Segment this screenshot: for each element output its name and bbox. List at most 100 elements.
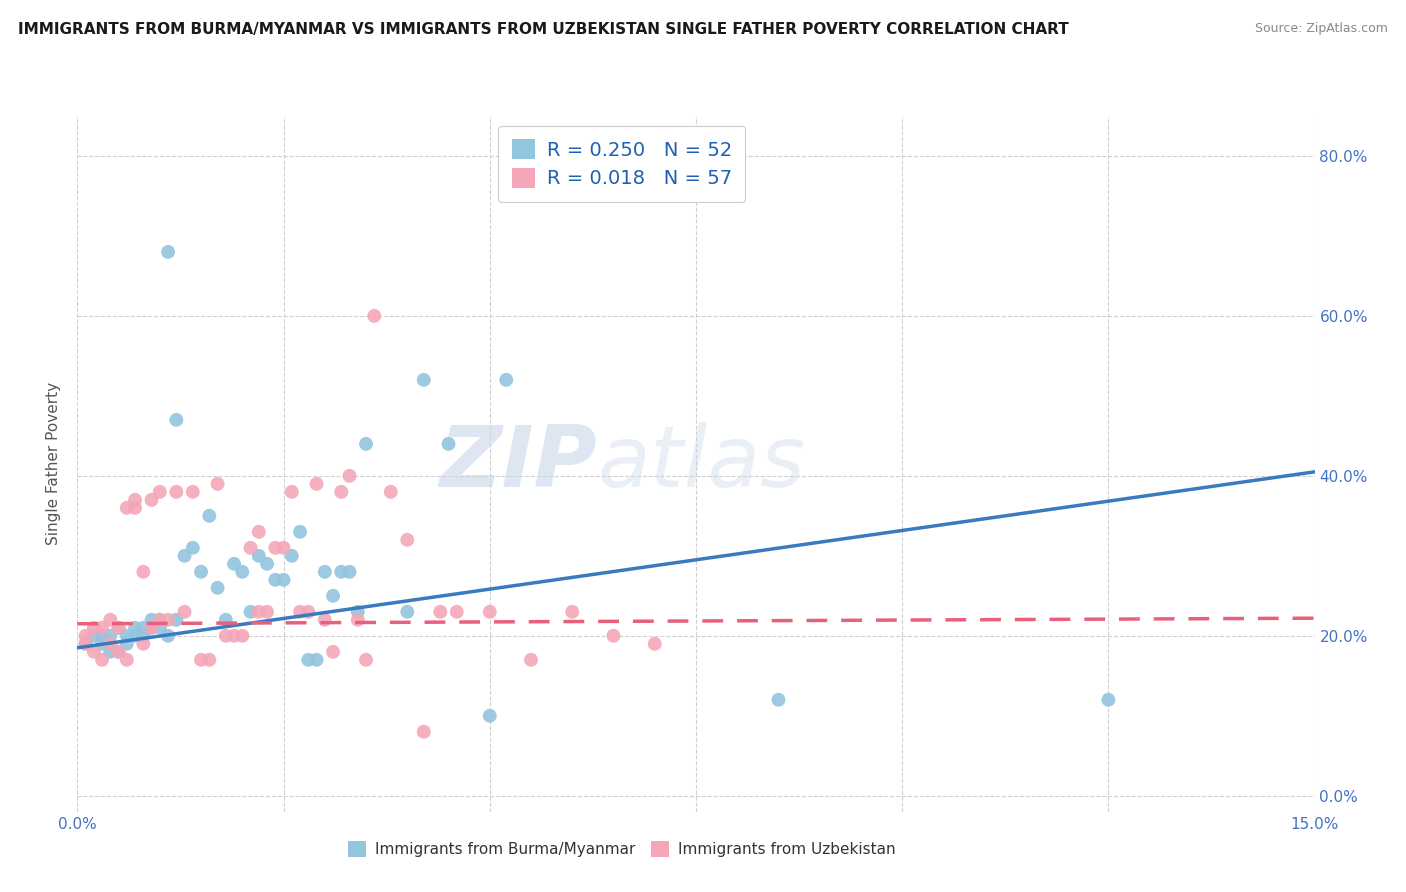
Point xyxy=(165,413,187,427)
Point xyxy=(314,613,336,627)
Point xyxy=(495,373,517,387)
Point xyxy=(297,653,319,667)
Point xyxy=(124,500,146,515)
Point xyxy=(346,605,368,619)
Point xyxy=(124,621,146,635)
Point xyxy=(314,565,336,579)
Point xyxy=(396,605,419,619)
Point xyxy=(91,637,114,651)
Point xyxy=(165,484,187,499)
Point xyxy=(288,524,311,539)
Point xyxy=(354,437,377,451)
Point xyxy=(107,621,129,635)
Point xyxy=(396,533,419,547)
Point xyxy=(602,629,624,643)
Point xyxy=(173,549,195,563)
Point xyxy=(157,629,180,643)
Point xyxy=(281,549,304,563)
Point xyxy=(207,476,229,491)
Point xyxy=(380,484,402,499)
Point xyxy=(215,629,238,643)
Point xyxy=(149,613,172,627)
Point xyxy=(281,484,304,499)
Y-axis label: Single Father Poverty: Single Father Poverty xyxy=(46,383,62,545)
Point xyxy=(256,557,278,571)
Text: IMMIGRANTS FROM BURMA/MYANMAR VS IMMIGRANTS FROM UZBEKISTAN SINGLE FATHER POVERT: IMMIGRANTS FROM BURMA/MYANMAR VS IMMIGRA… xyxy=(18,22,1069,37)
Point xyxy=(132,629,155,643)
Point xyxy=(1097,692,1119,706)
Point xyxy=(75,629,97,643)
Text: ZIP: ZIP xyxy=(439,422,598,506)
Point xyxy=(173,605,195,619)
Point xyxy=(124,629,146,643)
Point xyxy=(273,541,295,555)
Point xyxy=(141,492,163,507)
Point xyxy=(124,492,146,507)
Point xyxy=(322,645,344,659)
Point xyxy=(644,637,666,651)
Point xyxy=(520,653,543,667)
Point xyxy=(165,613,187,627)
Point xyxy=(98,637,121,651)
Point xyxy=(264,541,287,555)
Point xyxy=(339,468,361,483)
Point xyxy=(412,724,434,739)
Point xyxy=(141,621,163,635)
Point xyxy=(215,613,238,627)
Point xyxy=(115,500,138,515)
Point xyxy=(247,549,270,563)
Point xyxy=(141,613,163,627)
Point xyxy=(363,309,385,323)
Point xyxy=(412,373,434,387)
Point xyxy=(305,653,328,667)
Legend: Immigrants from Burma/Myanmar, Immigrants from Uzbekistan: Immigrants from Burma/Myanmar, Immigrant… xyxy=(342,835,903,863)
Point xyxy=(768,692,790,706)
Point xyxy=(256,605,278,619)
Point xyxy=(132,621,155,635)
Point xyxy=(75,637,97,651)
Point xyxy=(354,653,377,667)
Point xyxy=(190,565,212,579)
Point xyxy=(190,653,212,667)
Point xyxy=(222,629,245,643)
Point xyxy=(561,605,583,619)
Point xyxy=(429,605,451,619)
Point xyxy=(132,637,155,651)
Point xyxy=(91,653,114,667)
Point xyxy=(222,557,245,571)
Point xyxy=(83,629,105,643)
Point xyxy=(239,605,262,619)
Point xyxy=(98,645,121,659)
Text: atlas: atlas xyxy=(598,422,806,506)
Point xyxy=(181,484,204,499)
Point xyxy=(446,605,468,619)
Point xyxy=(115,653,138,667)
Point xyxy=(346,613,368,627)
Point xyxy=(149,621,172,635)
Point xyxy=(247,605,270,619)
Point xyxy=(115,637,138,651)
Point xyxy=(107,621,129,635)
Point xyxy=(98,613,121,627)
Point xyxy=(157,244,180,259)
Point xyxy=(330,484,353,499)
Point xyxy=(339,565,361,579)
Point xyxy=(198,653,221,667)
Point xyxy=(322,589,344,603)
Point xyxy=(115,629,138,643)
Point xyxy=(107,645,129,659)
Point xyxy=(157,613,180,627)
Point xyxy=(207,581,229,595)
Point xyxy=(264,573,287,587)
Point xyxy=(149,613,172,627)
Point xyxy=(288,605,311,619)
Point xyxy=(83,621,105,635)
Point xyxy=(247,524,270,539)
Point xyxy=(181,541,204,555)
Point xyxy=(198,508,221,523)
Point xyxy=(91,629,114,643)
Point xyxy=(297,605,319,619)
Point xyxy=(330,565,353,579)
Point xyxy=(437,437,460,451)
Point xyxy=(231,565,253,579)
